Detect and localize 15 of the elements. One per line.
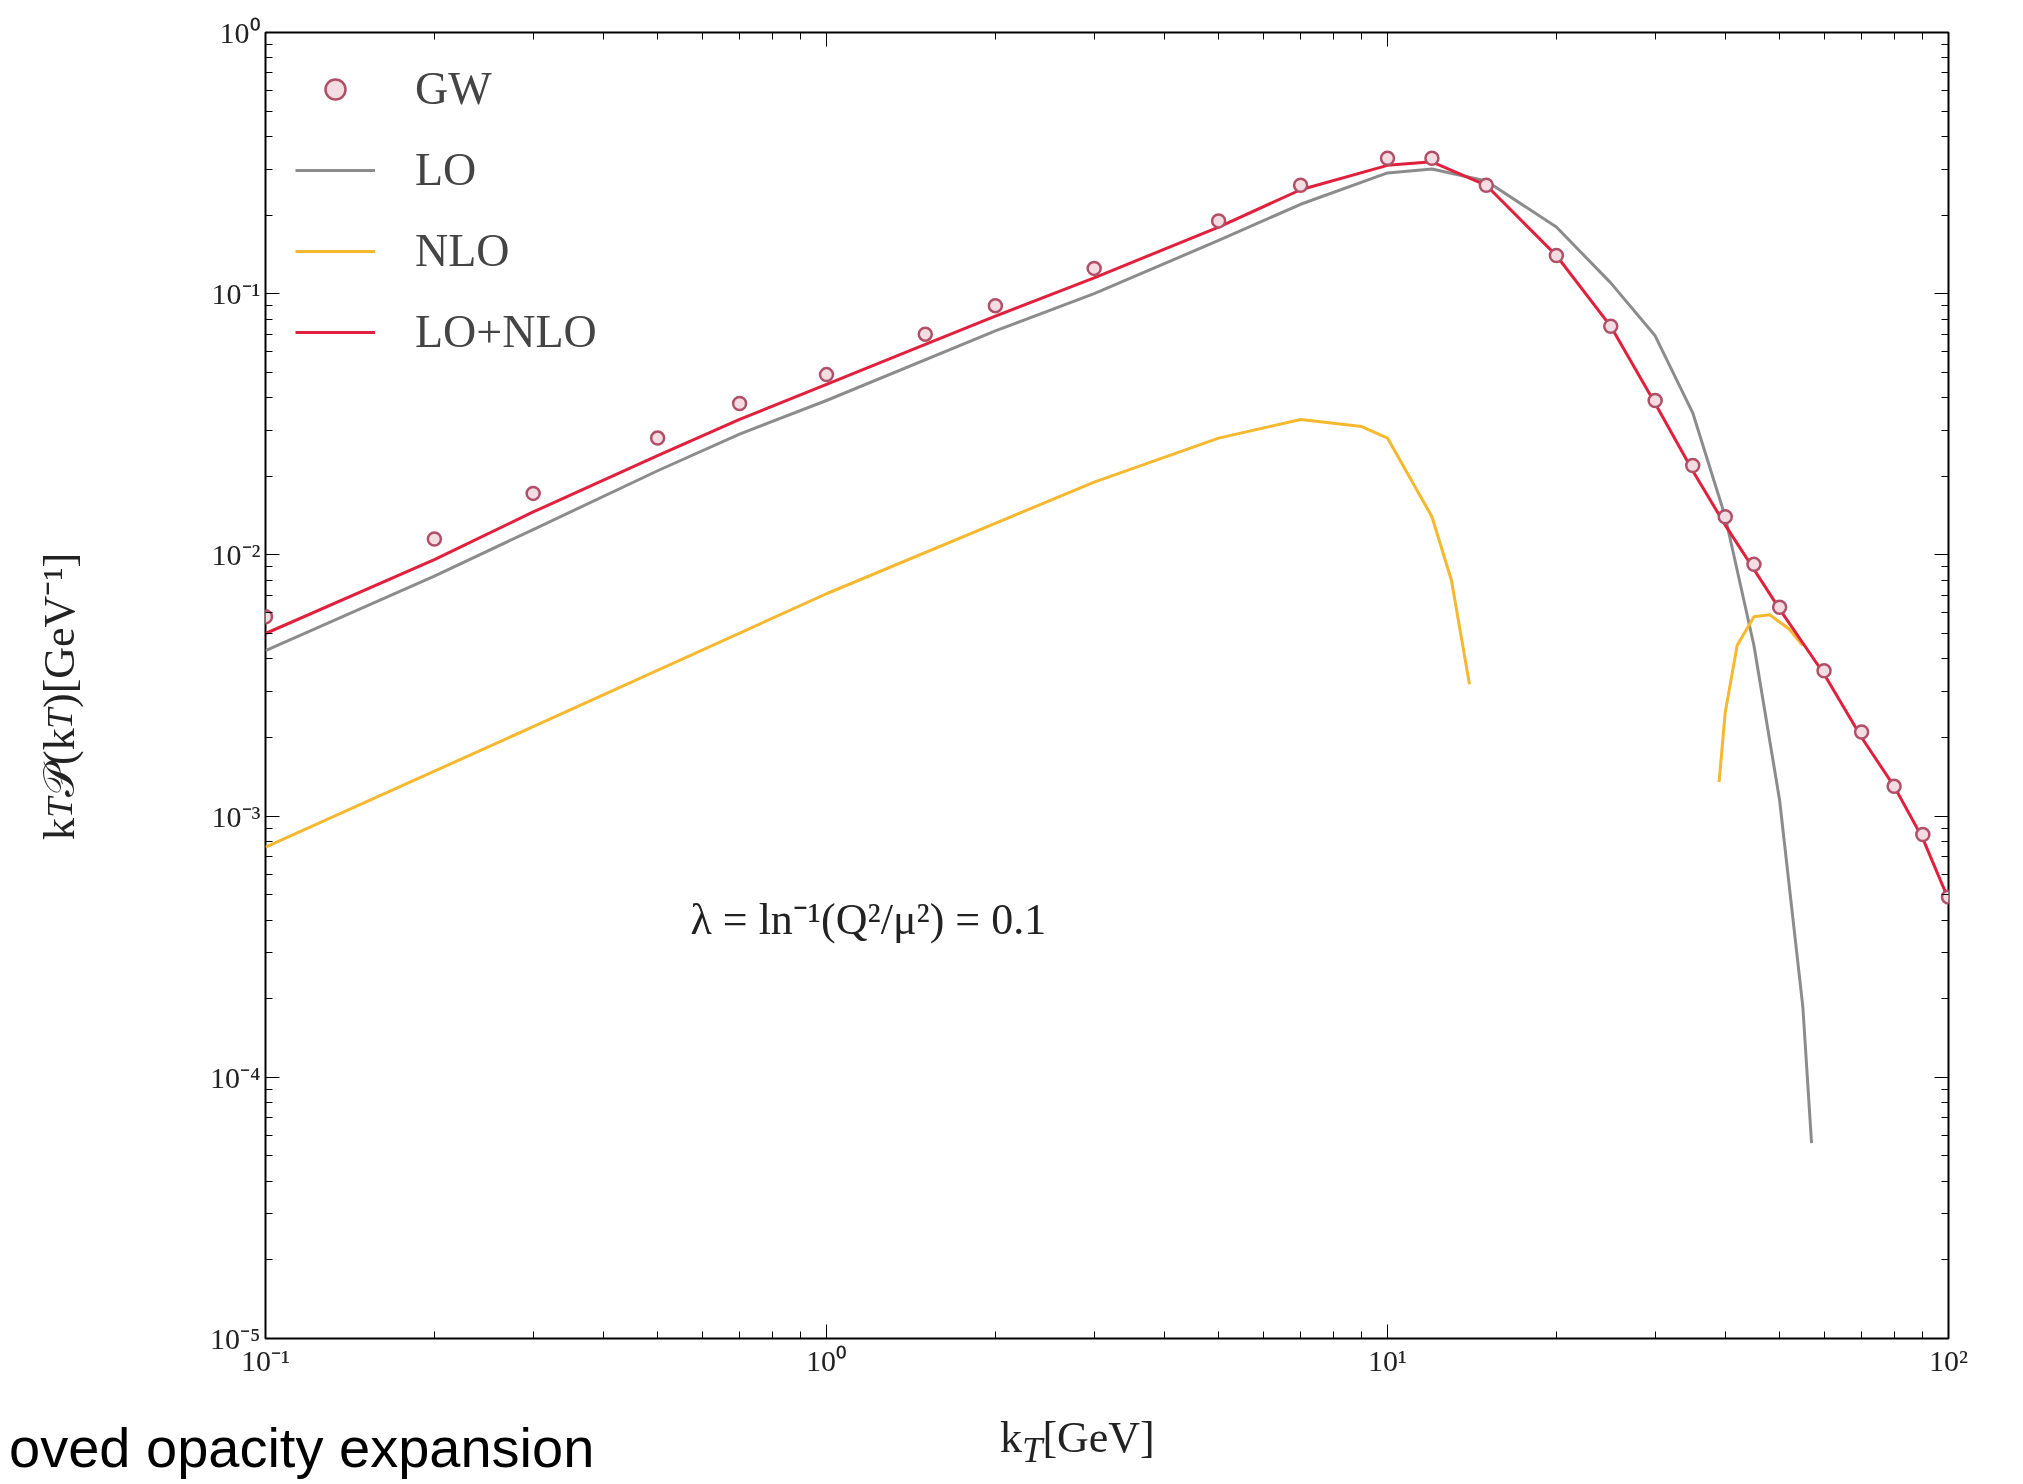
y-tick-label: 10⁻⁴ [210, 1060, 261, 1094]
legend-label: LO+NLO [415, 305, 597, 358]
y-tick-label: 10⁰ [219, 16, 261, 49]
y-tick-label: 10⁻¹ [211, 277, 261, 311]
legend-label: NLO [415, 224, 510, 277]
x-tick-label: 10² [1929, 1343, 1968, 1377]
x-axis-title: k$_{T}$[GeV] [1000, 1412, 1155, 1472]
annotation: λ = ln⁻¹(Q²/μ²) = 0.1 [690, 895, 1047, 944]
x-tick-label: 10¹ [1368, 1343, 1407, 1377]
text: oved opacity expansion [9, 1416, 595, 1480]
legend-label: GW [415, 62, 492, 115]
y-tick-label: 10⁻² [211, 538, 261, 572]
legend-label: LO [415, 143, 477, 196]
x-tick-label: 10⁰ [806, 1343, 847, 1377]
y-tick-label: 10⁻³ [211, 799, 261, 833]
